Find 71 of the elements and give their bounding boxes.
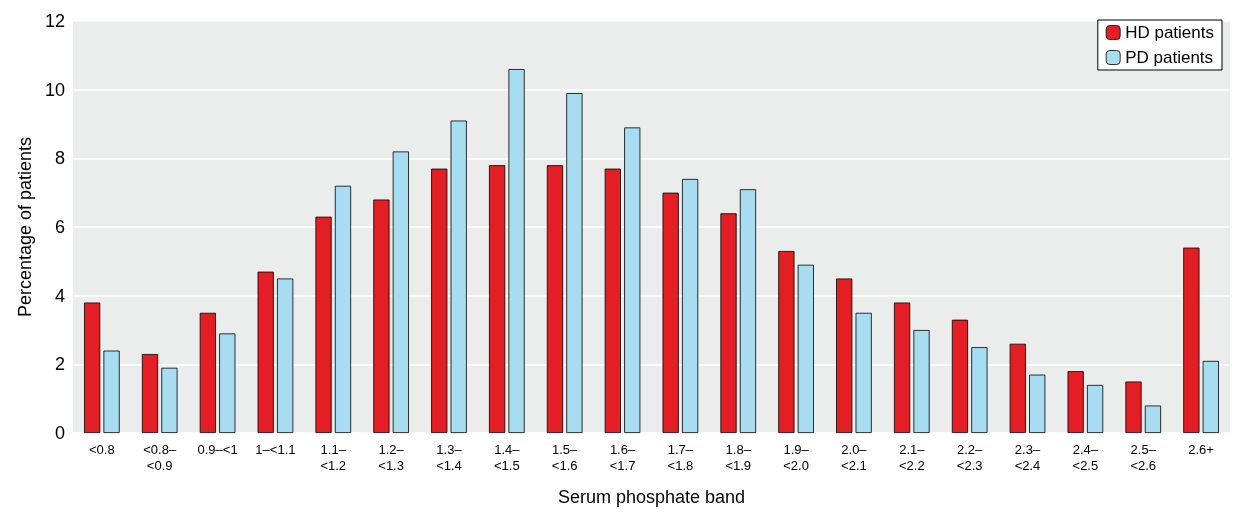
bar <box>1183 247 1200 433</box>
bar <box>604 168 621 433</box>
x-tick-label: 1.3– <1.4 <box>436 441 463 473</box>
bar <box>624 127 641 433</box>
x-tick-label: <0.8– <0.9 <box>143 441 177 473</box>
bar <box>450 120 467 433</box>
y-tick-label: 4 <box>54 285 65 306</box>
bar <box>662 192 679 433</box>
x-tick-label: 1.9– <2.0 <box>783 441 810 473</box>
x-tick-label: 1.2– <1.3 <box>378 441 405 473</box>
bar <box>141 354 159 433</box>
bar <box>951 319 969 433</box>
bar <box>836 278 853 433</box>
bar <box>1009 343 1026 433</box>
x-tick-label: 1.5– <1.6 <box>551 441 579 473</box>
bar <box>219 333 236 433</box>
y-tick-label: 6 <box>54 217 65 237</box>
x-tick-label: 2.4– <2.5 <box>1072 441 1099 473</box>
y-tick-label: 2 <box>54 354 65 375</box>
bar <box>373 199 390 433</box>
x-tick-label: 1–<1.1 <box>255 441 296 457</box>
x-tick-label: 1.7– <1.8 <box>667 441 694 473</box>
bar <box>1144 405 1162 433</box>
x-tick-label: 2.0– <2.1 <box>841 441 868 473</box>
bar <box>913 330 930 433</box>
x-tick-label: 2.3– <2.4 <box>1014 441 1041 473</box>
bar <box>334 185 352 433</box>
y-tick-label: 10 <box>44 79 65 100</box>
bar <box>1125 381 1142 433</box>
bar <box>893 302 911 433</box>
bar <box>1202 360 1219 433</box>
x-tick-label: 1.8– <1.9 <box>725 441 752 473</box>
x-axis-title: Serum phosphate band <box>557 487 746 507</box>
bar <box>855 312 872 433</box>
x-tick-label: 1.1– <1.2 <box>320 441 347 473</box>
y-tick-label: 12 <box>44 11 65 31</box>
bar <box>720 213 737 433</box>
x-tick-label: 2.5– <2.6 <box>1130 441 1157 473</box>
bar <box>103 350 120 433</box>
bar <box>257 271 274 433</box>
bar <box>277 278 294 433</box>
bar <box>161 367 178 433</box>
bar <box>778 251 795 433</box>
bar <box>1086 384 1104 433</box>
x-tick-label: 1.6– <1.7 <box>609 441 636 473</box>
y-tick-label: 0 <box>54 423 65 443</box>
legend-label: PD patients <box>1125 48 1214 67</box>
bar <box>739 189 757 433</box>
x-tick-label: <0.8 <box>89 441 115 457</box>
bar <box>315 216 332 433</box>
bar <box>546 165 564 433</box>
bar <box>1029 374 1046 433</box>
y-tick-label: 8 <box>54 148 65 169</box>
bar <box>682 178 699 433</box>
bar <box>566 93 583 433</box>
bar <box>1067 371 1084 433</box>
bar <box>489 165 506 433</box>
x-tick-label: 2.6+ <box>1188 441 1214 457</box>
bar <box>84 302 101 433</box>
bar <box>971 347 988 433</box>
legend-label: HD patients <box>1125 23 1215 42</box>
x-tick-label: 0.9–<1 <box>197 441 238 457</box>
y-axis-title: Percentage of patients <box>15 136 35 318</box>
x-tick-label: 2.2– <2.3 <box>956 441 984 473</box>
bar <box>199 312 216 433</box>
x-tick-label: 1.4– <1.5 <box>493 441 521 473</box>
bar <box>797 264 814 433</box>
x-tick-label: 2.1– <2.2 <box>898 441 926 473</box>
bar <box>508 69 525 433</box>
bar <box>392 151 409 433</box>
bar <box>431 168 448 433</box>
